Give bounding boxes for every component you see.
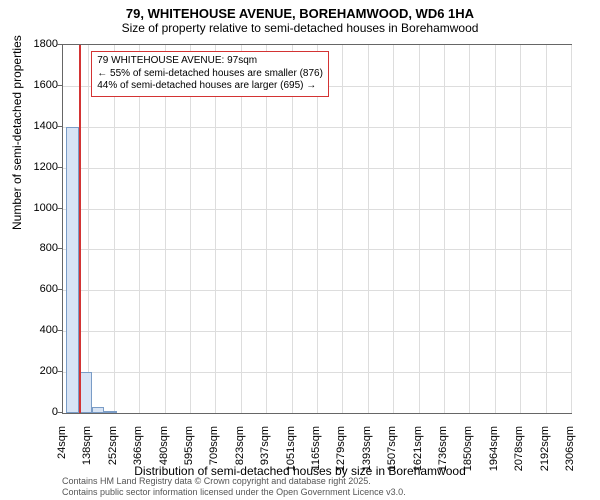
grid-line — [520, 45, 521, 413]
grid-line — [419, 45, 420, 413]
histogram-bar — [104, 411, 117, 413]
grid-line — [495, 45, 496, 413]
footer-line1: Contains HM Land Registry data © Crown c… — [62, 476, 406, 487]
chart-footer: Contains HM Land Registry data © Crown c… — [0, 476, 406, 498]
plot-area: 79 WHITEHOUSE AVENUE: 97sqm← 55% of semi… — [62, 44, 572, 414]
grid-line — [292, 45, 293, 413]
footer-line2: Contains public sector information licen… — [62, 487, 406, 498]
grid-line — [88, 45, 89, 413]
y-tick-label: 1800 — [28, 38, 58, 50]
grid-line — [571, 45, 572, 413]
annotation-box: 79 WHITEHOUSE AVENUE: 97sqm← 55% of semi… — [91, 51, 329, 97]
y-tick-label: 1600 — [28, 79, 58, 91]
y-tick-label: 400 — [28, 324, 58, 336]
grid-line — [241, 45, 242, 413]
grid-line — [114, 45, 115, 413]
y-tick-label: 800 — [28, 242, 58, 254]
grid-line — [393, 45, 394, 413]
grid-line — [266, 45, 267, 413]
annotation-line: ← 55% of semi-detached houses are smalle… — [97, 68, 323, 81]
y-tick-label: 0 — [28, 406, 58, 418]
y-tick-label: 200 — [28, 365, 58, 377]
chart-title-sub: Size of property relative to semi-detach… — [0, 21, 600, 35]
reference-marker-line — [79, 45, 81, 413]
chart-title-main: 79, WHITEHOUSE AVENUE, BOREHAMWOOD, WD6 … — [0, 0, 600, 21]
grid-line — [342, 45, 343, 413]
grid-line — [215, 45, 216, 413]
grid-line — [368, 45, 369, 413]
grid-line — [190, 45, 191, 413]
y-axis-label: Number of semi-detached properties — [10, 35, 24, 230]
y-tick-label: 1000 — [28, 202, 58, 214]
histogram-bar — [66, 127, 79, 413]
chart-container: 79, WHITEHOUSE AVENUE, BOREHAMWOOD, WD6 … — [0, 0, 600, 500]
grid-line — [317, 45, 318, 413]
y-tick-label: 1200 — [28, 161, 58, 173]
y-tick-label: 1400 — [28, 120, 58, 132]
histogram-bar — [92, 407, 105, 413]
annotation-line: 79 WHITEHOUSE AVENUE: 97sqm — [97, 55, 323, 68]
grid-line — [444, 45, 445, 413]
y-tick-label: 600 — [28, 283, 58, 295]
grid-line — [546, 45, 547, 413]
grid-line — [139, 45, 140, 413]
grid-line — [165, 45, 166, 413]
annotation-line: 44% of semi-detached houses are larger (… — [97, 80, 323, 93]
grid-line — [469, 45, 470, 413]
